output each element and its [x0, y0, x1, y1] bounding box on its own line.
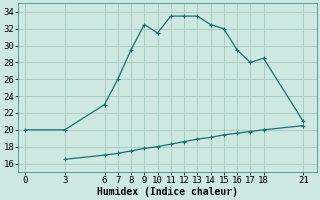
- X-axis label: Humidex (Indice chaleur): Humidex (Indice chaleur): [97, 186, 238, 197]
